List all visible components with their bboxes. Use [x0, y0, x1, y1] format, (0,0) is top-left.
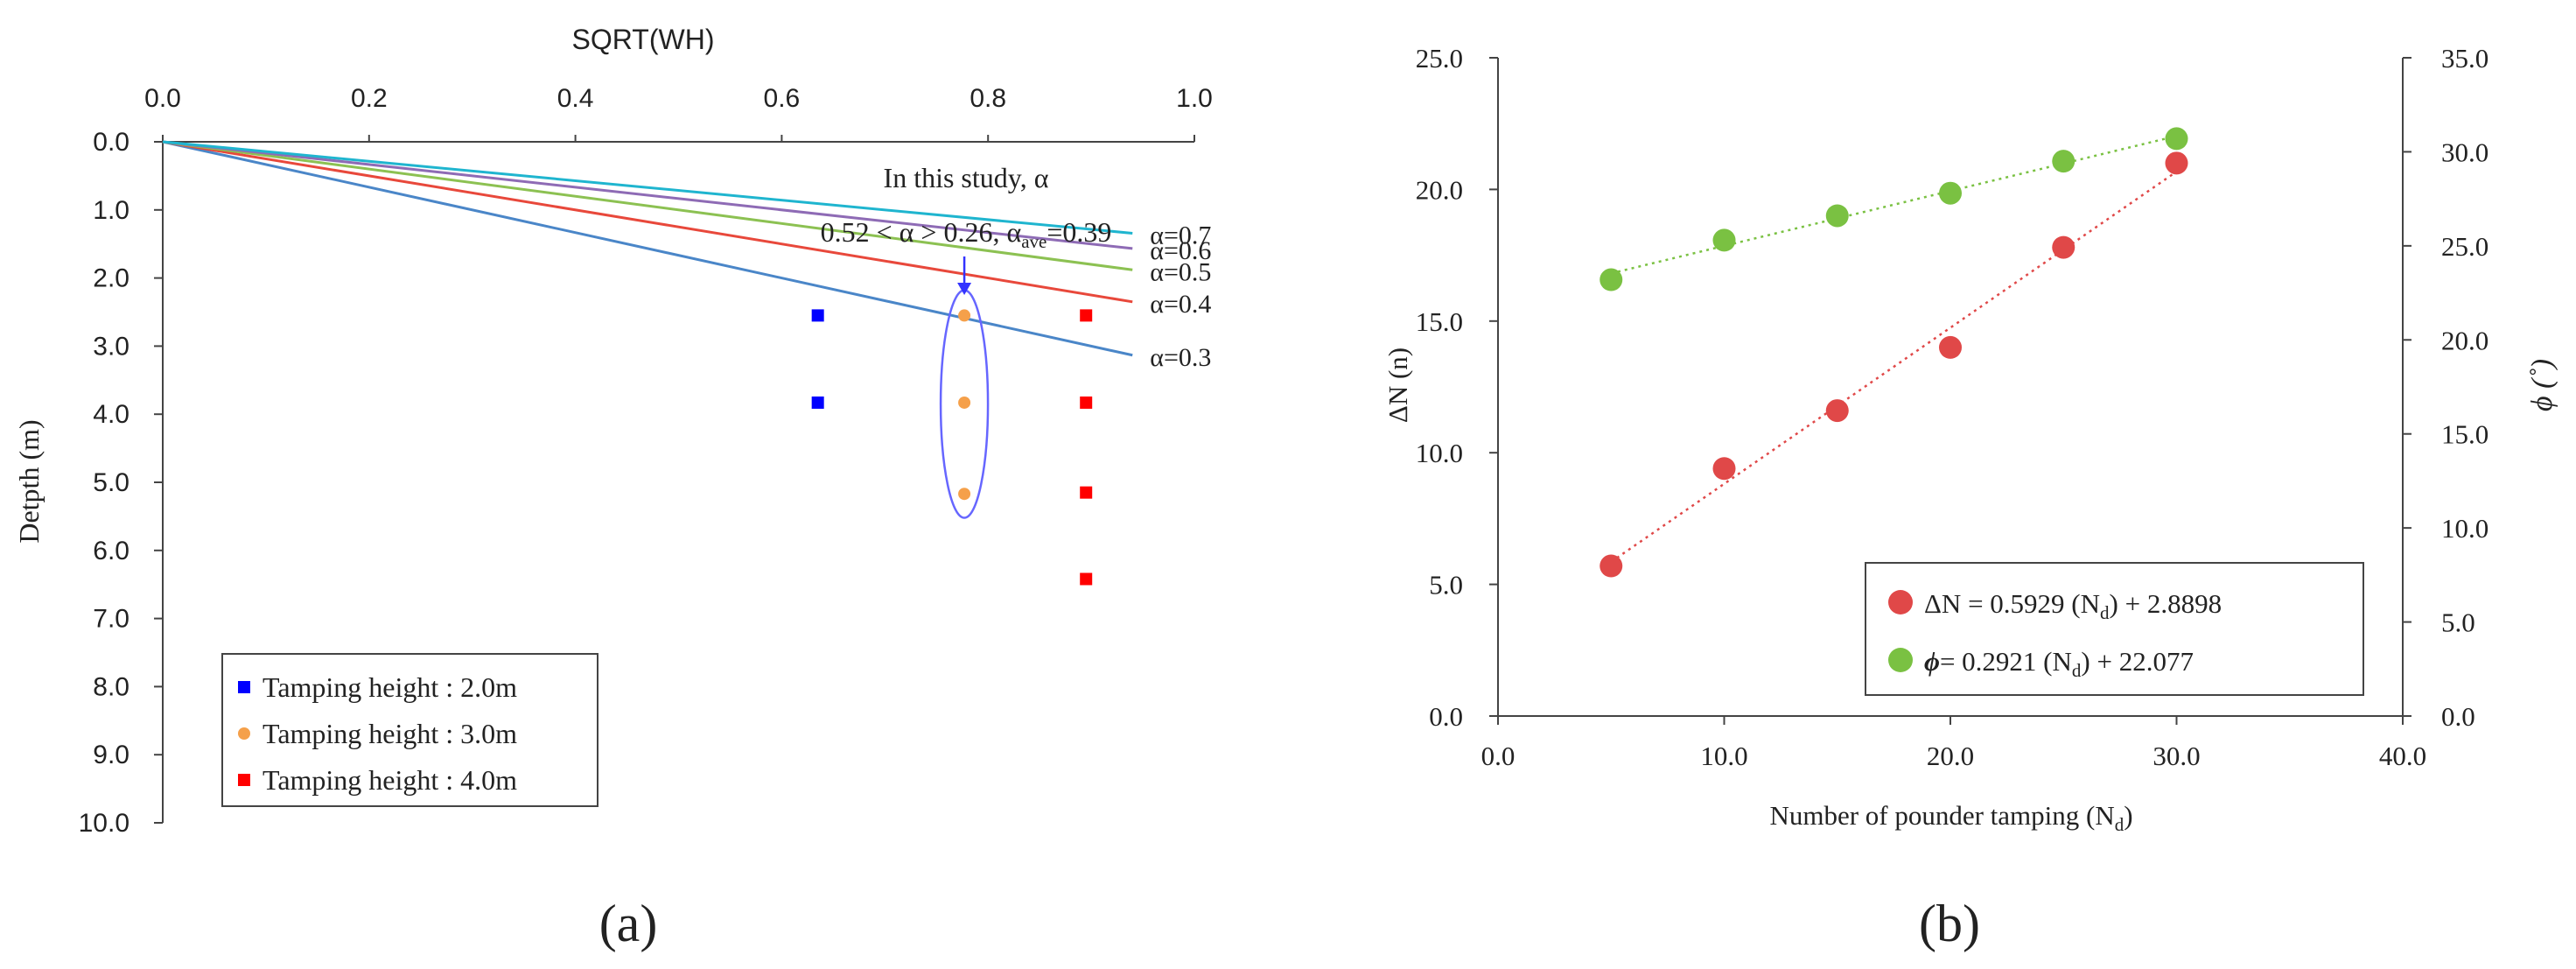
alpha-line	[162, 140, 1133, 357]
right-y-tick-label: 20.0	[2441, 325, 2488, 355]
panel-a-chart: 0.0 0.2 0.4 0.6 0.8 1.0 SQRT(WH) 0.0 1.0 2.0 3.0 4.…	[13, 24, 1213, 952]
legend-marker-delta-n	[1888, 590, 1913, 614]
x-tick-label: 30.0	[2152, 741, 2200, 771]
left-y-tick-label: 5.0	[1429, 570, 1463, 600]
left-y-axis-title: ΔN (n)	[1382, 348, 1413, 423]
trendline	[1610, 171, 2178, 563]
y-tick-label: 5.0	[93, 468, 130, 497]
x-axis-title: SQRT(WH)	[572, 24, 715, 55]
data-point	[1825, 204, 1849, 228]
left-y-tick-label: 0.0	[1429, 701, 1463, 732]
y-tick-label: 7.0	[93, 605, 130, 634]
x-tick-label: 0.4	[557, 84, 594, 113]
data-point-square	[1080, 309, 1093, 322]
panel-b-chart: 0.0 10.0 20.0 30.0 40.0 Number of pounder tam…	[1382, 43, 2558, 952]
y-tick-label: 0.0	[93, 128, 130, 157]
y-tick-label: 6.0	[93, 537, 130, 565]
y-tick-label: 1.0	[93, 196, 130, 225]
left-y-tick-label: 25.0	[1416, 43, 1463, 74]
panel-label-a: (a)	[599, 895, 658, 952]
y-tick-label: 3.0	[93, 332, 130, 361]
data-point	[1939, 181, 1962, 205]
data-point	[1600, 554, 1623, 578]
y-tick-label: 4.0	[93, 400, 130, 429]
legend-box	[1865, 562, 2364, 696]
data-point	[2165, 127, 2188, 151]
right-y-axis-title: ϕ (˚)	[2526, 359, 2558, 411]
y-tick-label: 2.0	[93, 264, 130, 293]
right-y-tick-label: 0.0	[2441, 701, 2475, 732]
legend-marker-phi	[1888, 648, 1913, 672]
alpha-line-label: α=0.4	[1150, 290, 1211, 319]
legend-label-phi: ϕ= 0.2921 (Nd) + 22.077	[1924, 646, 2194, 681]
panel-label-b: (b)	[1919, 895, 1980, 952]
legend-box	[221, 653, 598, 807]
legend-marker-square	[238, 774, 250, 786]
annotation-arrow-head	[957, 283, 972, 296]
right-y-tick-label: 30.0	[2441, 137, 2488, 167]
legend-marker-circle	[238, 727, 250, 740]
y-tick-label: 10.0	[79, 809, 130, 838]
alpha-line	[162, 140, 1133, 271]
right-y-tick-label: 5.0	[2441, 607, 2475, 638]
alpha-line	[162, 140, 1133, 235]
alpha-line-label: α=0.7	[1150, 221, 1211, 249]
data-point	[2165, 151, 2188, 175]
x-tick-label: 0.8	[970, 84, 1006, 113]
right-y-tick-label: 35.0	[2441, 43, 2488, 74]
data-point	[1712, 228, 1736, 252]
data-point-square	[1080, 486, 1093, 499]
data-point	[2052, 150, 2076, 173]
annotation-line-1: In this study, α	[884, 162, 1049, 193]
legend-label: Tamping height : 3.0m	[262, 718, 517, 749]
alpha-line	[162, 140, 1133, 304]
alpha-line-label: α=0.6	[1150, 236, 1211, 265]
alpha-line-label: α=0.3	[1150, 343, 1211, 372]
y-tick-label: 9.0	[93, 741, 130, 769]
x-tick-label: 0.0	[144, 84, 181, 113]
x-axis-title: Number of pounder tamping (Nd)	[1769, 800, 2132, 835]
data-point-circle	[958, 488, 971, 501]
x-tick-label: 1.0	[1176, 84, 1213, 113]
alpha-line	[162, 140, 1133, 250]
left-y-tick-label: 15.0	[1416, 306, 1463, 337]
legend-label: Tamping height : 2.0m	[262, 671, 517, 703]
x-tick-label: 10.0	[1700, 741, 1747, 771]
right-y-tick-label: 10.0	[2441, 513, 2488, 544]
data-point-square	[1080, 396, 1093, 409]
alpha-line-label: α=0.5	[1150, 257, 1211, 286]
x-tick-label: 0.0	[1481, 741, 1516, 771]
legend-label-delta-n: ΔN = 0.5929 (Nd) + 2.8898	[1924, 588, 2222, 623]
data-point-square	[1080, 572, 1093, 586]
x-tick-label: 40.0	[2379, 741, 2426, 771]
left-y-tick-label: 20.0	[1416, 174, 1463, 205]
x-tick-label: 0.2	[351, 84, 388, 113]
trendline	[1610, 135, 2177, 275]
y-tick-label: 8.0	[93, 672, 130, 701]
data-point-square	[811, 309, 824, 322]
right-y-tick-label: 25.0	[2441, 231, 2488, 262]
x-tick-label: 0.6	[764, 84, 801, 113]
y-axis-title: Detpth (m)	[13, 419, 45, 543]
x-tick-label: 20.0	[1927, 741, 1974, 771]
left-y-tick-label: 10.0	[1416, 438, 1463, 468]
data-point-circle	[958, 396, 971, 409]
data-point-circle	[958, 309, 971, 322]
right-y-tick-label: 15.0	[2441, 419, 2488, 450]
data-point	[1939, 335, 1962, 359]
annotation-line-2: 0.52 < α > 0.26, αave=0.39	[821, 216, 1112, 252]
data-point	[1825, 399, 1849, 423]
legend-marker-square	[238, 681, 250, 693]
data-point	[2052, 235, 2076, 259]
legend-label: Tamping height : 4.0m	[262, 764, 517, 796]
data-point	[1712, 457, 1736, 481]
data-point-square	[811, 396, 824, 409]
data-point	[1600, 268, 1623, 291]
